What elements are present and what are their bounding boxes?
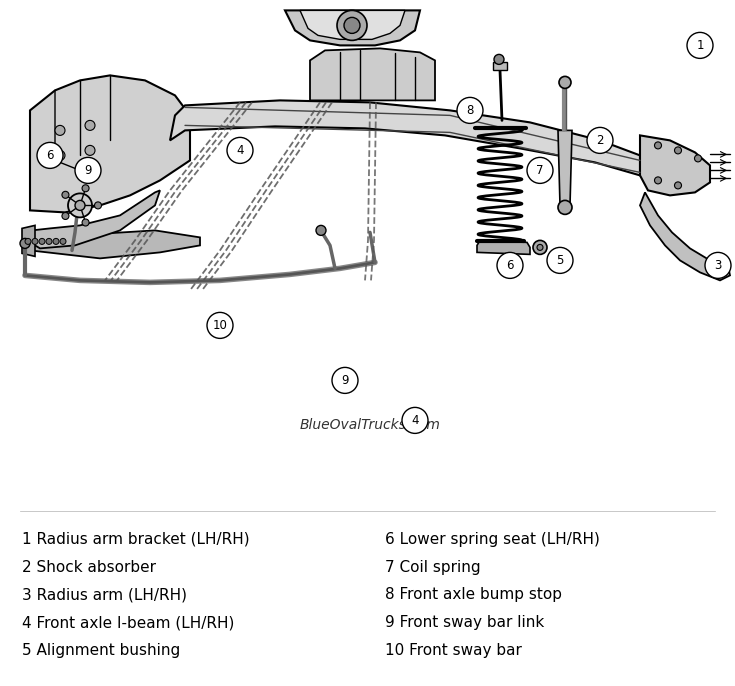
Text: 2 Shock absorber: 2 Shock absorber <box>22 560 156 575</box>
Circle shape <box>695 155 701 162</box>
Circle shape <box>558 200 572 215</box>
Text: 9: 9 <box>85 164 92 177</box>
Text: 10 Front sway bar: 10 Front sway bar <box>385 643 522 658</box>
Text: 9 Front sway bar link: 9 Front sway bar link <box>385 615 544 630</box>
Text: 1 Radius arm bracket (LH/RH): 1 Radius arm bracket (LH/RH) <box>22 532 250 547</box>
Circle shape <box>53 239 59 244</box>
Circle shape <box>82 185 89 192</box>
Circle shape <box>687 32 713 58</box>
Circle shape <box>497 252 523 279</box>
Circle shape <box>402 407 428 434</box>
Circle shape <box>32 239 38 244</box>
Circle shape <box>39 239 45 244</box>
Text: 5: 5 <box>556 254 564 267</box>
Text: 8: 8 <box>466 104 473 117</box>
Text: 6: 6 <box>46 149 54 162</box>
Text: 6 Lower spring seat (LH/RH): 6 Lower spring seat (LH/RH) <box>385 532 600 547</box>
Circle shape <box>62 213 69 220</box>
Text: 3: 3 <box>714 259 722 272</box>
Text: 4 Front axle I-beam (LH/RH): 4 Front axle I-beam (LH/RH) <box>22 615 234 630</box>
Circle shape <box>46 239 52 244</box>
Circle shape <box>68 193 92 217</box>
Circle shape <box>207 312 233 338</box>
Text: 3 Radius arm (LH/RH): 3 Radius arm (LH/RH) <box>22 587 187 602</box>
Text: 7: 7 <box>537 164 544 177</box>
Circle shape <box>654 177 662 184</box>
Circle shape <box>654 142 662 149</box>
Text: 5 Alignment bushing: 5 Alignment bushing <box>22 643 180 658</box>
Circle shape <box>82 219 89 226</box>
Circle shape <box>537 244 543 250</box>
Circle shape <box>37 143 63 168</box>
Circle shape <box>75 157 101 183</box>
Circle shape <box>533 240 547 255</box>
Circle shape <box>75 200 85 211</box>
Circle shape <box>527 157 553 183</box>
Circle shape <box>25 239 31 244</box>
Text: 4: 4 <box>236 144 244 157</box>
Circle shape <box>587 128 613 154</box>
Polygon shape <box>285 10 420 45</box>
Polygon shape <box>300 10 405 39</box>
Polygon shape <box>30 191 160 248</box>
Polygon shape <box>558 130 572 205</box>
Polygon shape <box>30 75 190 213</box>
Polygon shape <box>493 62 507 71</box>
Circle shape <box>457 97 483 123</box>
Polygon shape <box>477 240 530 255</box>
Circle shape <box>316 226 326 235</box>
Polygon shape <box>640 192 730 281</box>
Circle shape <box>337 10 367 40</box>
Circle shape <box>547 248 573 274</box>
Polygon shape <box>30 230 200 259</box>
Text: 1: 1 <box>696 39 703 52</box>
Circle shape <box>227 137 253 163</box>
Circle shape <box>95 202 101 209</box>
Circle shape <box>85 120 95 130</box>
Circle shape <box>559 76 571 88</box>
Circle shape <box>20 239 30 248</box>
Polygon shape <box>640 135 710 196</box>
Polygon shape <box>310 49 435 100</box>
Circle shape <box>60 239 66 244</box>
Polygon shape <box>170 100 640 176</box>
Circle shape <box>55 126 65 135</box>
Circle shape <box>55 150 65 161</box>
Text: 4: 4 <box>412 414 419 427</box>
Circle shape <box>62 191 69 198</box>
Text: 9: 9 <box>341 374 348 387</box>
Text: 10: 10 <box>212 319 227 332</box>
Circle shape <box>494 54 504 64</box>
Text: 7 Coil spring: 7 Coil spring <box>385 560 481 575</box>
Circle shape <box>675 147 681 154</box>
Text: BlueOvalTrucks.com: BlueOvalTrucks.com <box>300 418 440 432</box>
Circle shape <box>332 368 358 393</box>
Text: 2: 2 <box>596 134 603 147</box>
Circle shape <box>675 182 681 189</box>
Circle shape <box>85 145 95 156</box>
Circle shape <box>344 17 360 34</box>
Text: 6: 6 <box>506 259 514 272</box>
Circle shape <box>705 252 731 279</box>
Polygon shape <box>22 226 35 257</box>
Text: 8 Front axle bump stop: 8 Front axle bump stop <box>385 587 562 602</box>
